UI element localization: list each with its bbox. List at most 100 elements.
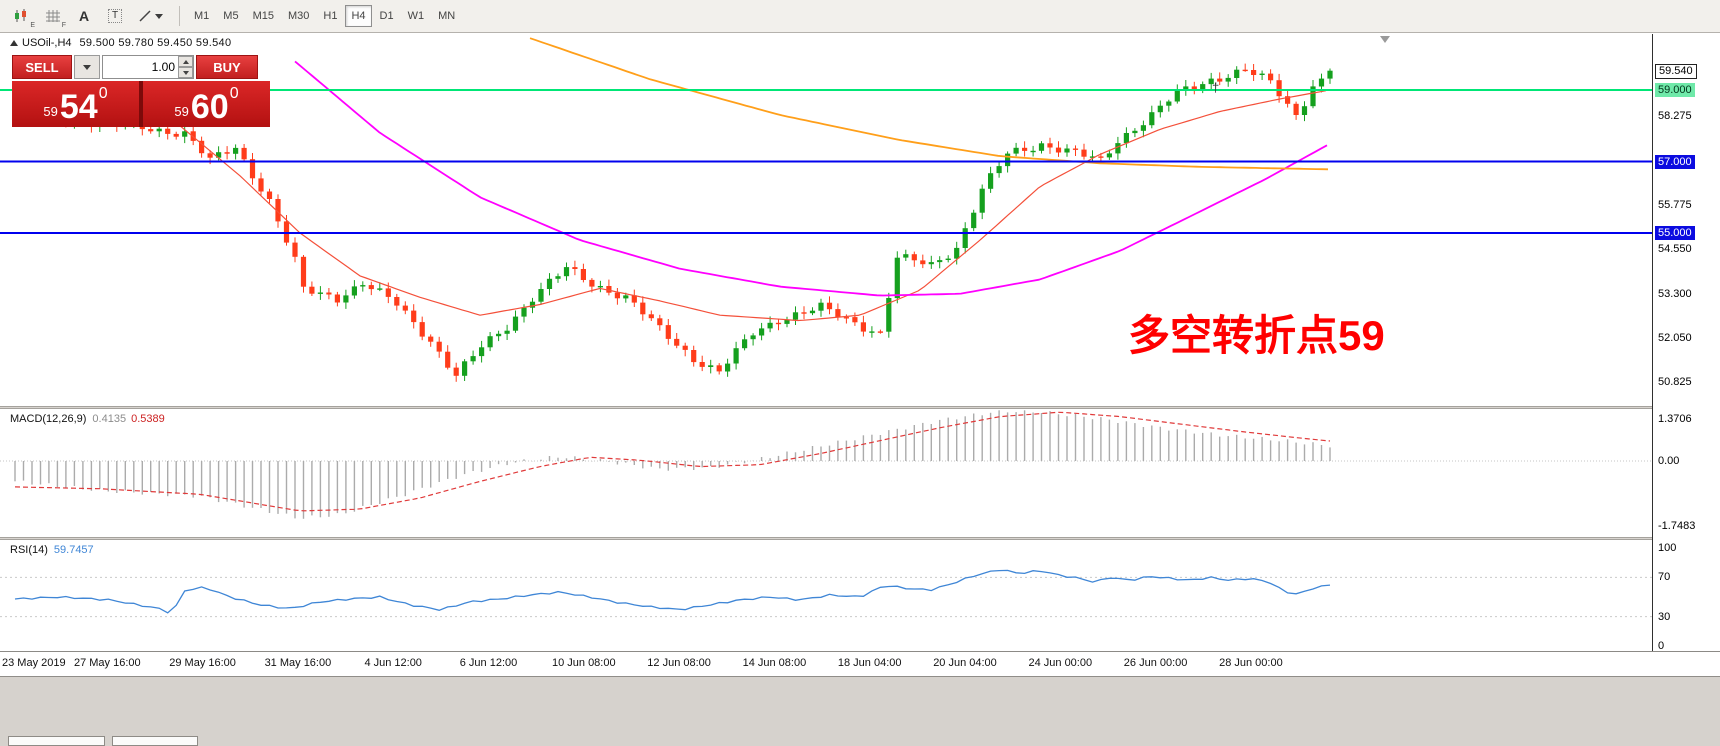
price-scale-label: 58.275 [1658,110,1692,122]
timeframe-button-w1[interactable]: W1 [407,10,425,22]
triangle-down-icon [182,70,189,75]
time-axis-label: 24 Jun 00:00 [1028,657,1093,669]
chart-frame: USOil-,H4 59.500 59.780 59.450 59.540 SE… [0,34,1720,676]
toolbar-separator [179,6,180,26]
time-axis-label: 12 Jun 08:00 [647,657,711,669]
time-axis-label: 6 Jun 12:00 [459,657,518,669]
timeframe-button-m5[interactable]: M5 [223,10,239,22]
price-scale-label: 52.050 [1658,332,1692,344]
time-axis[interactable]: 23 May 2019 27 May 16:00 29 May 16:00 31 Ma… [0,652,1720,676]
bid-big-digits: 54 [59,88,98,127]
price-scale-label: 0 [1658,640,1665,652]
rsi-canvas [0,569,1652,618]
sell-price-box[interactable]: 59 54 0 [12,81,139,127]
order-options-dropdown[interactable] [74,55,100,79]
chart-marker-dagger: † [1212,80,1220,95]
text-box-icon: T [107,9,123,23]
grid-icon [46,10,60,22]
ask-big-digits: 60 [190,88,229,127]
ohlc-values: 59.500 59.780 59.450 59.540 [79,37,232,49]
price-scale-label: 30 [1658,611,1671,623]
timeframe-button-d1[interactable]: D1 [379,10,394,22]
timeframe-button-m30[interactable]: M30 [287,10,310,22]
time-axis-label: 31 May 16:00 [264,657,332,669]
main-chart-panel[interactable]: USOil-,H4 59.500 59.780 59.450 59.540 SE… [0,34,1652,406]
tool-sub-label: F [61,22,66,29]
timeframe-button-h4[interactable]: H4 [345,5,372,27]
quote-bar: USOil-,H4 59.500 59.780 59.450 59.540 [10,37,231,49]
toolbar: E F A T M1 M5 M15 M30 H1 H4 D1 W1 MN [0,0,1720,33]
main-chart-canvas[interactable] [0,34,1652,406]
candlestick-icon [15,9,26,22]
bid-prefix: 59 [43,104,58,119]
time-axis-label: 23 May 2019 [2,657,66,669]
bid-pip-digit: 0 [98,85,108,102]
chevron-down-icon [83,64,91,70]
price-scale-label: 57.000 [1655,155,1695,169]
timeframe-button-mn[interactable]: MN [438,10,456,22]
timeframe-group: M1 M5 M15 M30 H1 H4 D1 W1 MN [188,5,463,27]
buy-price-box[interactable]: 59 60 0 [143,81,270,127]
time-axis-label: 18 Jun 04:00 [837,657,902,669]
time-axis-label: 10 Jun 08:00 [551,657,616,669]
time-axis-label: 26 Jun 00:00 [1123,657,1188,669]
one-click-trading-panel: SELL BUY 59 [12,55,270,127]
time-axis-label: 29 May 16:00 [169,657,236,669]
macd-indicator-panel[interactable]: MACD(12,26,9) 0.4135 0.5389 [0,409,1652,537]
volume-decrease-button[interactable] [178,67,193,78]
text-label-icon: A [78,8,90,24]
price-scale-label: 53.300 [1658,288,1692,300]
time-axis-label: 20 Jun 04:00 [933,657,997,669]
rsi-value: 59.7457 [53,544,94,556]
bottom-dock [0,676,1720,746]
price-scale-label: 0.00 [1658,455,1680,467]
rsi-indicator-panel[interactable]: RSI(14) 59.7457 [0,540,1652,651]
trendline-icon [138,10,151,22]
timeframe-button-m15[interactable]: M15 [252,10,274,22]
time-axis-label: 4 Jun 12:00 [364,657,422,669]
triangle-up-icon [182,59,189,64]
chevron-down-icon [154,13,163,19]
rsi-label: RSI(14) 59.7457 [10,544,94,556]
chart-text-annotation: 多空转折点59 [1128,312,1385,359]
text-box-tool-button[interactable]: T [101,4,129,28]
price-scale[interactable]: 59.540 59.000 58.275 57.000 55.775 55.000 54.5… [1652,34,1720,652]
tool-sub-label: E [30,22,35,29]
price-scale-label: 55.000 [1655,226,1695,240]
dock-tab[interactable] [8,736,105,746]
chart-style-tool-button[interactable]: E [8,4,36,29]
buy-button[interactable]: BUY [196,55,258,79]
ask-prefix: 59 [174,104,189,119]
grid-tool-button[interactable]: F [39,4,67,29]
volume-spinner [178,56,193,78]
dock-tab[interactable] [112,736,198,746]
trade-controls-row: SELL BUY [12,55,270,79]
price-scale-label: 59.540 [1655,64,1697,79]
macd-value: 0.4135 [92,413,127,425]
price-scale-label: 1.3706 [1658,413,1692,425]
sell-button[interactable]: SELL [12,55,72,79]
timeframe-button-h1[interactable]: H1 [323,10,338,22]
drawing-tools-dropdown[interactable] [132,4,168,28]
volume-increase-button[interactable] [178,56,193,67]
price-scale-label: 59.000 [1655,83,1695,97]
text-label-tool-button[interactable]: A [70,4,98,28]
time-axis-separator [0,651,1720,652]
price-scale-label: 54.550 [1658,243,1692,255]
timeframe-button-m1[interactable]: M1 [194,10,210,22]
chart-shift-marker-icon[interactable] [1380,36,1390,43]
macd-signal-value: 0.5389 [131,413,165,425]
price-scale-label: 70 [1658,571,1671,583]
panel-splitter[interactable] [0,406,1720,409]
time-axis-label: 27 May 16:00 [73,657,141,669]
macd-label: MACD(12,26,9) 0.4135 0.5389 [10,413,165,425]
price-scale-label: 55.775 [1658,199,1692,211]
rsi-name: RSI(14) [10,544,48,556]
price-scale-label: 50.825 [1658,376,1692,388]
panel-splitter[interactable] [0,537,1720,540]
price-scale-label: -1.7483 [1658,520,1696,532]
ask-pip-digit: 0 [229,85,239,102]
price-scale-label: 100 [1658,542,1677,554]
expand-triangle-icon[interactable] [10,40,18,46]
